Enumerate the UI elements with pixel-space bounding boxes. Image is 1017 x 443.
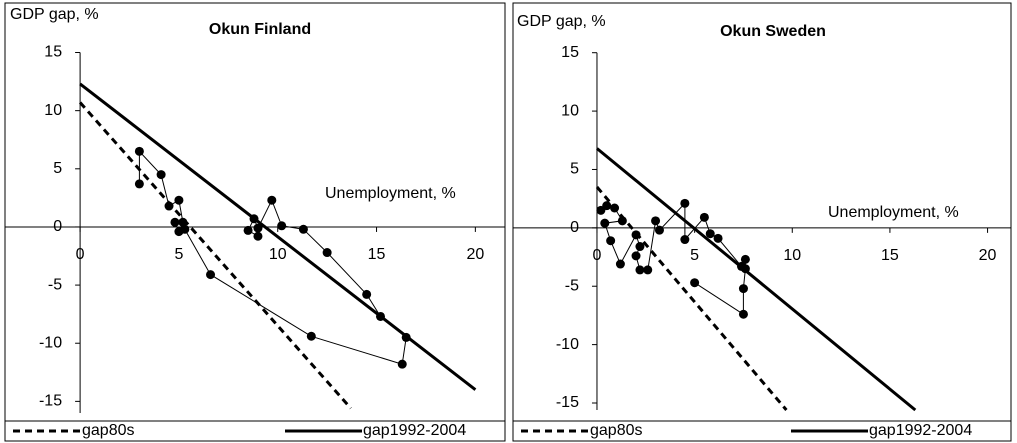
point	[738, 284, 748, 294]
point	[615, 259, 625, 269]
y-tick-label: 0	[53, 218, 62, 235]
x-tick-label: 20	[979, 247, 997, 264]
point	[713, 233, 723, 243]
trend-line	[596, 147, 917, 412]
point	[680, 235, 690, 245]
y-tick-label: -10	[556, 336, 579, 353]
point	[606, 236, 616, 246]
x-tick-label: 20	[466, 246, 484, 263]
point	[635, 242, 645, 252]
point	[156, 170, 166, 180]
point	[690, 278, 700, 288]
x-tick-label: 0	[593, 247, 602, 264]
point	[298, 224, 308, 234]
point	[738, 309, 748, 319]
point	[267, 195, 277, 205]
trend-line	[79, 82, 477, 391]
legend-box	[4, 420, 506, 442]
point	[277, 221, 287, 231]
legend-label: gap80s	[590, 422, 643, 439]
x-axis-label: Unemployment, %	[828, 204, 959, 221]
chart-title: Okun Finland	[209, 21, 311, 38]
point	[631, 251, 641, 261]
point	[643, 265, 653, 275]
y-tick-label: 15	[561, 44, 579, 61]
trend-line	[78, 101, 352, 410]
point	[180, 224, 190, 234]
y-axis-label: GDP gap, %	[517, 13, 606, 30]
y-tick-label: 5	[53, 160, 62, 177]
point	[635, 265, 645, 275]
point	[680, 198, 690, 208]
y-tick-label: -10	[39, 334, 62, 351]
y-axis-label: GDP gap, %	[10, 6, 99, 23]
y-tick-label: -5	[48, 276, 62, 293]
y-tick-label: 15	[44, 44, 62, 61]
point	[699, 212, 709, 222]
point	[705, 229, 715, 239]
point	[253, 231, 263, 241]
legend-label: gap80s	[82, 422, 135, 439]
y-tick-label: -5	[565, 277, 579, 294]
x-tick-label: 10	[269, 246, 287, 263]
x-tick-label: 5	[690, 247, 699, 264]
x-tick-label: 5	[174, 246, 183, 263]
point	[174, 195, 184, 205]
point	[253, 223, 263, 233]
y-tick-label: -15	[556, 394, 579, 411]
x-tick-label: 10	[783, 247, 801, 264]
legend-box	[512, 420, 1012, 442]
point	[206, 270, 216, 280]
y-tick-label: 10	[561, 102, 579, 119]
x-tick-label: 15	[368, 246, 386, 263]
point	[654, 225, 664, 235]
y-tick-label: 5	[570, 161, 579, 178]
point	[134, 146, 144, 156]
legend-label: gap1992-2004	[869, 422, 972, 439]
point	[134, 179, 144, 189]
y-tick-label: 10	[44, 102, 62, 119]
x-axis-label: Unemployment, %	[325, 185, 456, 202]
point	[243, 225, 253, 235]
point	[322, 248, 332, 258]
x-tick-label: 0	[76, 246, 85, 263]
trend-line	[595, 186, 788, 411]
point	[362, 289, 372, 299]
point	[602, 201, 612, 211]
chart-title: Okun Sweden	[720, 23, 826, 40]
point	[651, 216, 661, 226]
y-tick-label: 0	[570, 219, 579, 236]
x-tick-label: 15	[881, 247, 899, 264]
point	[397, 359, 407, 369]
point	[170, 217, 180, 227]
point	[740, 254, 750, 264]
point	[306, 331, 316, 341]
y-tick-label: -15	[39, 393, 62, 410]
point	[600, 218, 610, 228]
legend-label: gap1992-2004	[363, 422, 466, 439]
